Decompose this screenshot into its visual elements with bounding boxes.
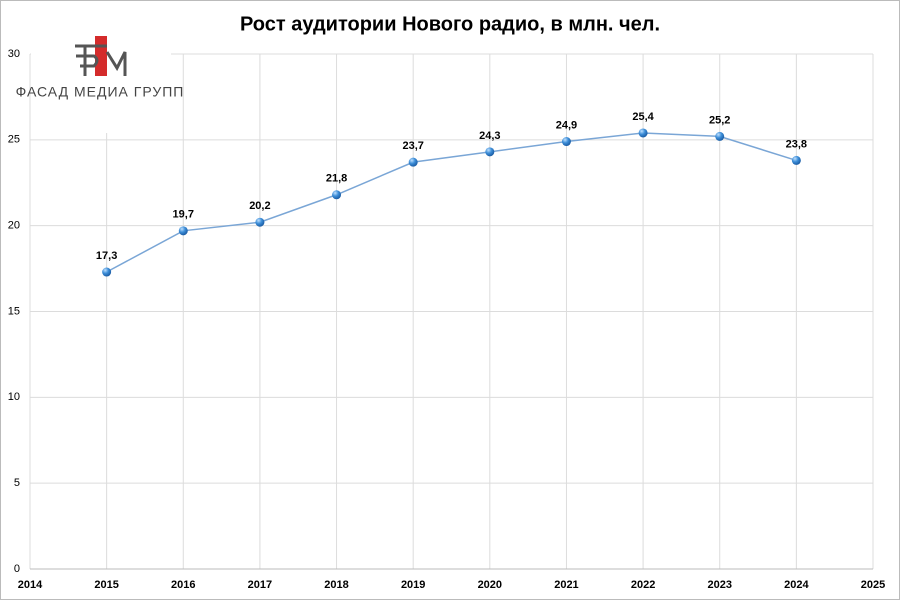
x-tick-label: 2019 bbox=[401, 579, 425, 591]
logo-text: ФАСАД МЕДИА ГРУПП bbox=[16, 84, 185, 100]
data-label: 19,7 bbox=[173, 209, 194, 221]
y-tick-label: 25 bbox=[8, 134, 20, 146]
y-tick-label: 15 bbox=[8, 305, 20, 317]
y-tick-label: 0 bbox=[14, 563, 20, 575]
logo-mark bbox=[75, 44, 127, 76]
data-point bbox=[715, 131, 725, 141]
data-label: 24,3 bbox=[479, 130, 500, 142]
data-point bbox=[255, 217, 265, 227]
x-tick-label: 2025 bbox=[861, 579, 885, 591]
x-tick-label: 2017 bbox=[248, 579, 272, 591]
data-point bbox=[332, 190, 342, 200]
data-label: 17,3 bbox=[96, 250, 117, 262]
x-tick-label: 2016 bbox=[171, 579, 195, 591]
data-point bbox=[791, 155, 801, 165]
x-tick-label: 2022 bbox=[631, 579, 655, 591]
x-tick-label: 2021 bbox=[554, 579, 578, 591]
logo: ФАСАД МЕДИА ГРУПП bbox=[16, 36, 185, 133]
data-point bbox=[178, 226, 188, 236]
data-label: 23,7 bbox=[402, 140, 423, 152]
x-tick-label: 2018 bbox=[324, 579, 348, 591]
x-tick-label: 2023 bbox=[707, 579, 731, 591]
data-point bbox=[485, 147, 495, 157]
data-point bbox=[561, 137, 571, 147]
x-tick-label: 2020 bbox=[478, 579, 502, 591]
data-label: 21,8 bbox=[326, 173, 347, 185]
data-line bbox=[106, 132, 797, 273]
data-label: 24,9 bbox=[556, 119, 577, 131]
data-point bbox=[638, 128, 648, 138]
data-label: 25,2 bbox=[709, 114, 730, 126]
x-tick-label: 2015 bbox=[94, 579, 118, 591]
data-point bbox=[408, 157, 418, 167]
x-tick-label: 2014 bbox=[18, 579, 43, 591]
y-tick-label: 5 bbox=[14, 477, 20, 489]
logo-red-bar bbox=[95, 36, 107, 76]
x-tick-label: 2024 bbox=[784, 579, 809, 591]
data-label: 20,2 bbox=[249, 200, 270, 212]
y-tick-label: 10 bbox=[8, 391, 20, 403]
data-label: 23,8 bbox=[786, 138, 807, 150]
y-tick-label: 20 bbox=[8, 220, 20, 232]
y-tick-label: 30 bbox=[8, 48, 20, 60]
chart-title: Рост аудитории Нового радио, в млн. чел. bbox=[240, 13, 660, 35]
data-label: 25,4 bbox=[632, 111, 654, 123]
data-point bbox=[102, 267, 112, 277]
